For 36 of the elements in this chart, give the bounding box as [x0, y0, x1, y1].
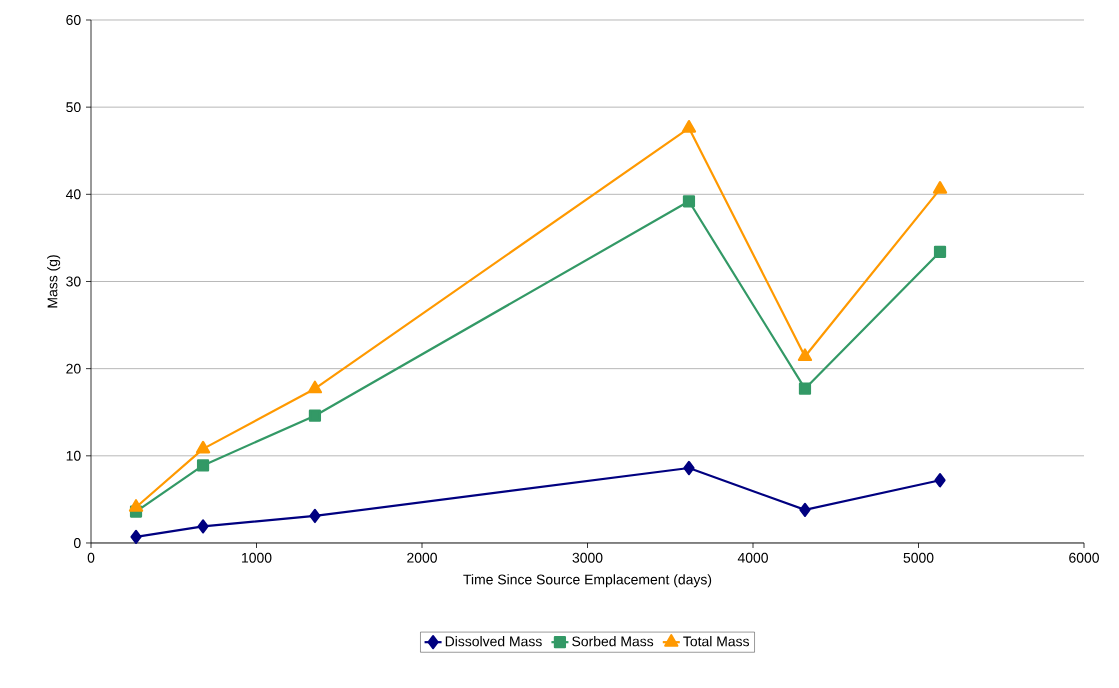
legend-label: Sorbed Mass — [572, 636, 654, 647]
point — [197, 519, 209, 534]
x-tick-label: 0 — [87, 552, 95, 563]
x-tick-label: 3000 — [572, 552, 603, 563]
y-tick-label: 50 — [66, 102, 81, 113]
y-tick-label: 20 — [66, 363, 81, 374]
x-tick-label: 2000 — [407, 552, 437, 563]
y-tick-label: 0 — [73, 538, 81, 548]
x-axis-title: Time Since Source Emplacement (days) — [463, 574, 712, 588]
point — [798, 382, 812, 395]
y-axis-title: Mass (g) — [47, 255, 61, 308]
y-tick-label: 10 — [66, 450, 81, 461]
point — [195, 440, 211, 454]
point — [682, 195, 696, 208]
point — [196, 459, 210, 472]
point — [932, 180, 948, 194]
point — [799, 502, 811, 517]
y-tick-label: 30 — [66, 276, 81, 287]
y-tick-label: 40 — [65, 189, 81, 200]
point — [797, 348, 813, 362]
legend-label: Dissolved Mass — [445, 636, 542, 647]
legend-label: Total Mass — [683, 636, 750, 647]
point — [309, 508, 321, 524]
x-tick-label: 5000 — [903, 552, 934, 563]
y-tick-label: 60 — [66, 15, 81, 25]
point — [130, 529, 142, 544]
point — [681, 119, 697, 133]
point — [934, 473, 946, 488]
point — [128, 499, 144, 512]
x-tick-label: 6000 — [1069, 552, 1099, 563]
point — [308, 409, 322, 422]
point — [307, 380, 323, 394]
point — [933, 245, 947, 258]
point — [683, 460, 695, 476]
x-tick-label: 1000 — [242, 552, 272, 563]
x-tick-label: 4000 — [737, 552, 768, 563]
